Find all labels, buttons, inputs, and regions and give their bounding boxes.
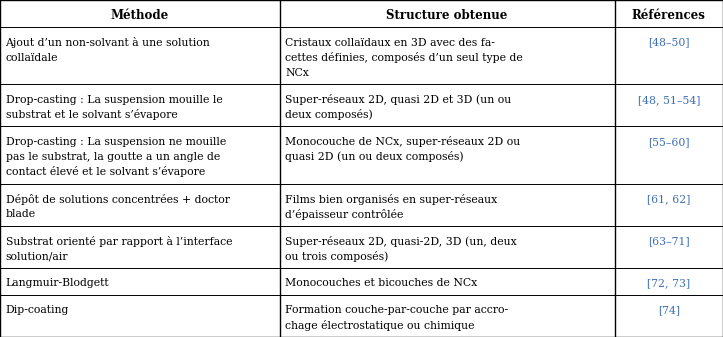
Text: Drop-casting : La suspension mouille le: Drop-casting : La suspension mouille le bbox=[6, 95, 222, 105]
Text: Dépôt de solutions concentrées + doctor: Dépôt de solutions concentrées + doctor bbox=[6, 193, 230, 205]
Text: Références: Références bbox=[632, 9, 706, 22]
Text: Formation couche-par-couche par accro-: Formation couche-par-couche par accro- bbox=[286, 305, 508, 315]
Text: [61, 62]: [61, 62] bbox=[647, 194, 690, 204]
Text: d’épaisseur contrôlée: d’épaisseur contrôlée bbox=[286, 209, 403, 220]
Text: blade: blade bbox=[6, 209, 35, 219]
Text: Drop-casting : La suspension ne mouille: Drop-casting : La suspension ne mouille bbox=[6, 137, 226, 147]
Text: Ajout d’un non-solvant à une solution: Ajout d’un non-solvant à une solution bbox=[6, 37, 210, 48]
Text: Monocouches et bicouches de NCx: Monocouches et bicouches de NCx bbox=[286, 278, 478, 288]
Text: [55–60]: [55–60] bbox=[648, 137, 690, 147]
Text: Méthode: Méthode bbox=[111, 9, 169, 22]
Text: [72, 73]: [72, 73] bbox=[647, 278, 690, 288]
Text: Substrat orienté par rapport à l’interface: Substrat orienté par rapport à l’interfa… bbox=[6, 236, 232, 247]
Text: NCx: NCx bbox=[286, 68, 309, 78]
Text: Super-réseaux 2D, quasi 2D et 3D (un ou: Super-réseaux 2D, quasi 2D et 3D (un ou bbox=[286, 94, 512, 105]
Text: quasi 2D (un ou deux composés): quasi 2D (un ou deux composés) bbox=[286, 151, 464, 162]
Text: Structure obtenue: Structure obtenue bbox=[387, 9, 508, 22]
Text: [48–50]: [48–50] bbox=[648, 38, 690, 48]
Text: solution/air: solution/air bbox=[6, 251, 68, 261]
Text: [48, 51–54]: [48, 51–54] bbox=[638, 95, 700, 105]
Text: pas le substrat, la goutte a un angle de: pas le substrat, la goutte a un angle de bbox=[6, 152, 220, 162]
Text: substrat et le solvant s’évapore: substrat et le solvant s’évapore bbox=[6, 109, 177, 120]
Text: Monocouche de NCx, super-réseaux 2D ou: Monocouche de NCx, super-réseaux 2D ou bbox=[286, 136, 521, 147]
Text: cettes définies, composés d’un seul type de: cettes définies, composés d’un seul type… bbox=[286, 52, 523, 63]
Text: collaïdale: collaïdale bbox=[6, 53, 58, 63]
Text: ou trois composés): ou trois composés) bbox=[286, 251, 389, 262]
Text: Films bien organisés en super-réseaux: Films bien organisés en super-réseaux bbox=[286, 193, 497, 205]
Text: Cristaux collaïdaux en 3D avec des fa-: Cristaux collaïdaux en 3D avec des fa- bbox=[286, 38, 495, 48]
Text: [74]: [74] bbox=[658, 305, 680, 315]
Text: chage électrostatique ou chimique: chage électrostatique ou chimique bbox=[286, 320, 475, 331]
Text: Super-réseaux 2D, quasi-2D, 3D (un, deux: Super-réseaux 2D, quasi-2D, 3D (un, deux bbox=[286, 236, 517, 247]
Text: contact élevé et le solvant s’évapore: contact élevé et le solvant s’évapore bbox=[6, 166, 205, 178]
Text: deux composés): deux composés) bbox=[286, 109, 373, 120]
Text: Dip-coating: Dip-coating bbox=[6, 305, 69, 315]
Text: [63–71]: [63–71] bbox=[648, 236, 690, 246]
Text: Langmuir-Blodgett: Langmuir-Blodgett bbox=[6, 278, 109, 288]
